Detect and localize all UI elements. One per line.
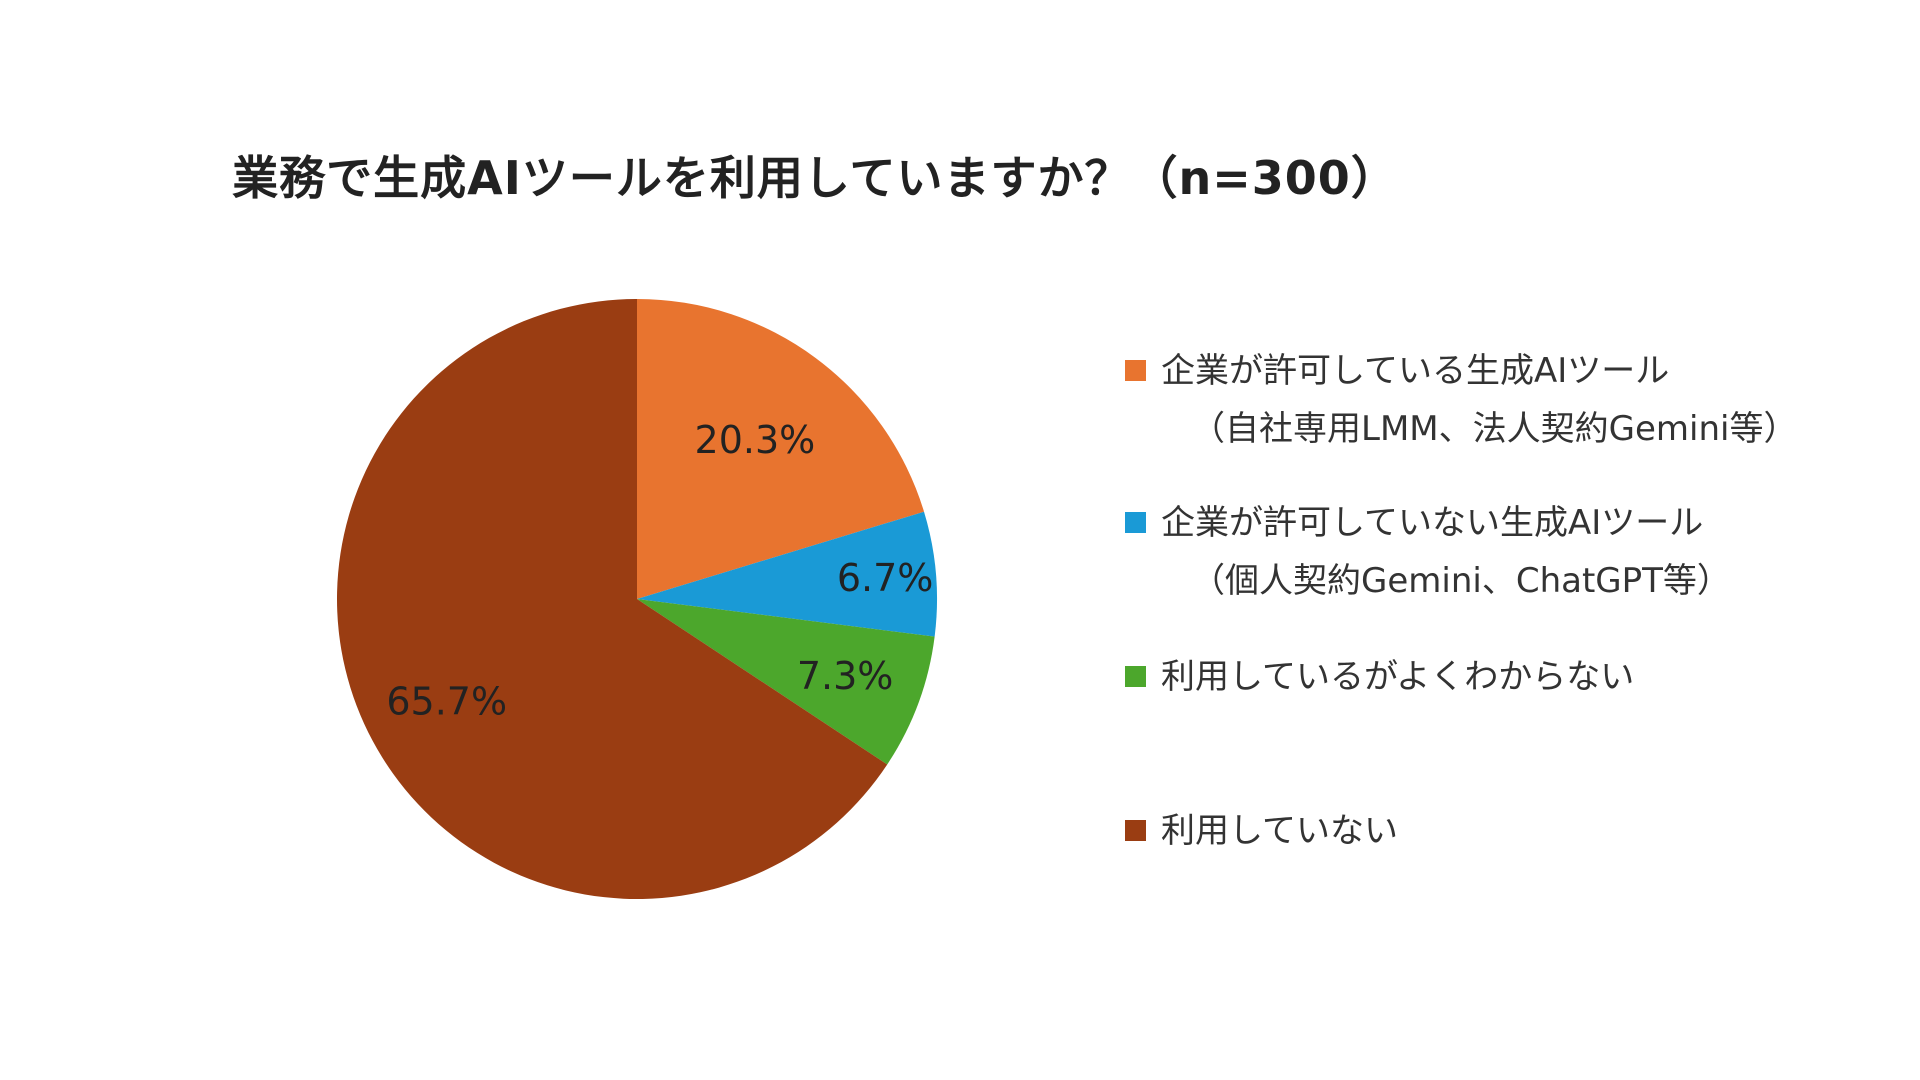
data-label: 6.7% — [837, 556, 934, 600]
data-label: 20.3% — [695, 418, 816, 462]
slice-unsure — [637, 599, 935, 765]
legend-swatch — [1125, 820, 1146, 841]
legend-swatch — [1125, 360, 1146, 381]
data-label: 7.3% — [797, 654, 894, 698]
legend-label: 利用しているがよくわからない — [1161, 657, 1635, 697]
data-label: 65.7% — [386, 679, 507, 723]
legend-sublabel: （個人契約Gemini、ChatGPT等） — [1191, 561, 1731, 601]
slice-company-unapproved — [637, 511, 938, 637]
legend-label: 利用していない — [1161, 811, 1398, 851]
legend-swatch — [1125, 512, 1146, 533]
slice-not-using — [336, 299, 888, 899]
chart-title: 業務で生成AIツールを利用していますか？（n=300） — [232, 151, 1398, 205]
legend-label: 企業が許可していない生成AIツール — [1161, 503, 1704, 543]
legend-label: 企業が許可している生成AIツール — [1161, 351, 1670, 391]
legend-swatch — [1125, 666, 1146, 687]
slice-company-approved — [637, 299, 925, 599]
pie-chart: 20.3% 6.7% 7.3% 65.7% — [336, 299, 938, 899]
chart-card: 業務で生成AIツールを利用していますか？（n=300） 20.3% 6.7% 7.3… — [22, 112, 1894, 972]
legend-sublabel: （自社専用LMM、法人契約Gemini等） — [1191, 409, 1798, 449]
